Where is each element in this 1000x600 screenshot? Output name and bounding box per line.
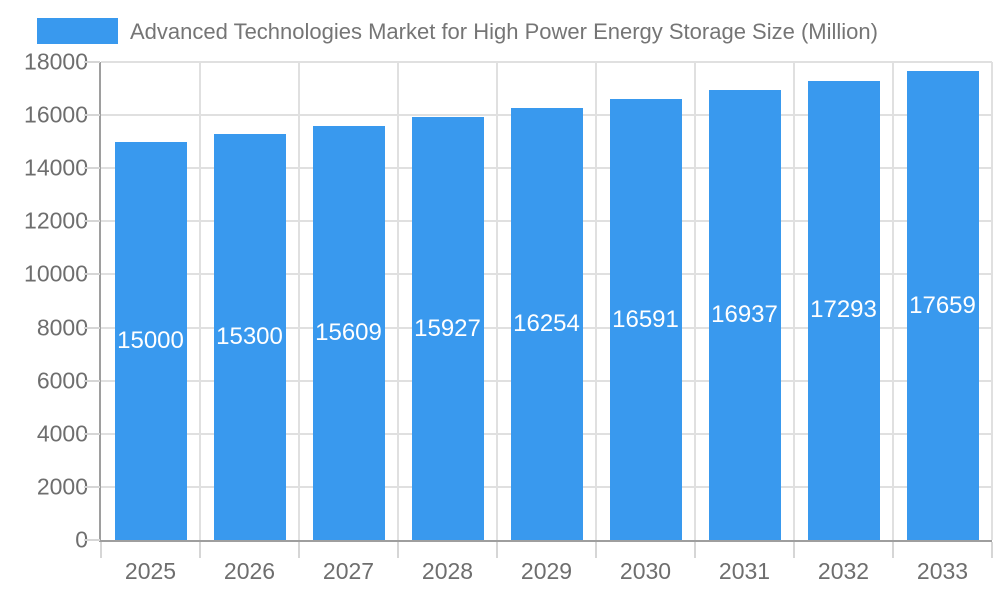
gridline-vertical [892,62,894,540]
y-axis-label: 12000 [24,207,88,234]
y-axis-label: 14000 [24,154,88,181]
bar-2028 [411,117,484,540]
y-axis-tick [84,273,100,276]
chart-title: Advanced Technologies Market for High Po… [130,19,878,44]
gridline-vertical [595,62,597,540]
x-axis-tick [298,542,300,558]
x-axis-tick [991,542,993,558]
y-axis-tick [84,114,100,117]
y-axis-tick [84,485,100,488]
bar-2032 [807,80,880,540]
bar-2030 [609,99,682,540]
y-axis-tick [84,167,100,170]
y-axis-label: 4000 [36,420,88,447]
bar-2027 [312,125,385,540]
x-axis-tick [892,542,894,558]
bar-2031 [708,90,781,540]
x-axis-label: 2029 [520,558,573,584]
x-axis-label: 2027 [322,558,375,584]
x-axis: 2025 2026 2027 2028 2029 2030 2031 2032 2033 [101,558,992,592]
y-axis-tick [84,220,100,223]
y-axis-tick [84,432,100,435]
bar-2029 [510,108,583,540]
y-axis-label: 16000 [24,101,88,128]
x-axis-tick [694,542,696,558]
y-axis-label: 10000 [24,260,88,287]
bar-2033 [906,71,979,540]
bar-value-label: 15927 [414,314,481,342]
bar-2026 [213,133,286,540]
x-axis-label: 2025 [124,558,177,584]
gridline-vertical [694,62,696,540]
x-axis-label: 2031 [718,558,771,584]
x-axis-tick [496,542,498,558]
x-axis-tick [793,542,795,558]
x-axis-tick [595,542,597,558]
y-axis-label: 2000 [36,473,88,500]
y-axis-label: 8000 [36,314,88,341]
bar-value-label: 17293 [810,296,877,324]
x-axis-label: 2030 [619,558,672,584]
bar-value-label: 15609 [315,318,382,346]
y-axis-label: 18000 [24,48,88,75]
x-axis-label: 2026 [223,558,276,584]
y-axis-label: 6000 [36,367,88,394]
gridline-vertical [397,62,399,540]
bar-value-label: 15000 [117,326,184,354]
gridline-vertical [991,62,993,540]
gridline-horizontal [101,61,992,63]
gridline-vertical [199,62,201,540]
x-axis-tick [397,542,399,558]
y-axis-tick [84,326,100,329]
bar-2025 [114,141,187,540]
y-axis-tick [84,61,100,63]
x-axis-tick [100,542,102,558]
gridline-vertical [793,62,795,540]
bar-value-label: 16591 [612,305,679,333]
y-axis-label: 0 [75,526,88,553]
x-axis-label: 2033 [916,558,969,584]
bar-value-label: 16937 [711,301,778,329]
x-axis-label: 2032 [817,558,870,584]
bar-value-label: 15300 [216,322,283,350]
y-axis-tick [84,539,100,541]
y-axis: 0 2000 4000 6000 8000 10000 12000 14000 16000 180… [0,49,88,553]
x-axis-tick [199,542,201,558]
bar-value-label: 16254 [513,310,580,338]
legend-swatch [37,18,118,44]
plot-area: 15000 15300 15609 15927 16254 16591 16937 17293… [84,61,993,558]
x-axis-label: 2028 [421,558,474,584]
bar-value-label: 17659 [909,291,976,319]
y-axis-tick [84,379,100,382]
gridline-vertical [298,62,300,540]
gridline-vertical [496,62,498,540]
